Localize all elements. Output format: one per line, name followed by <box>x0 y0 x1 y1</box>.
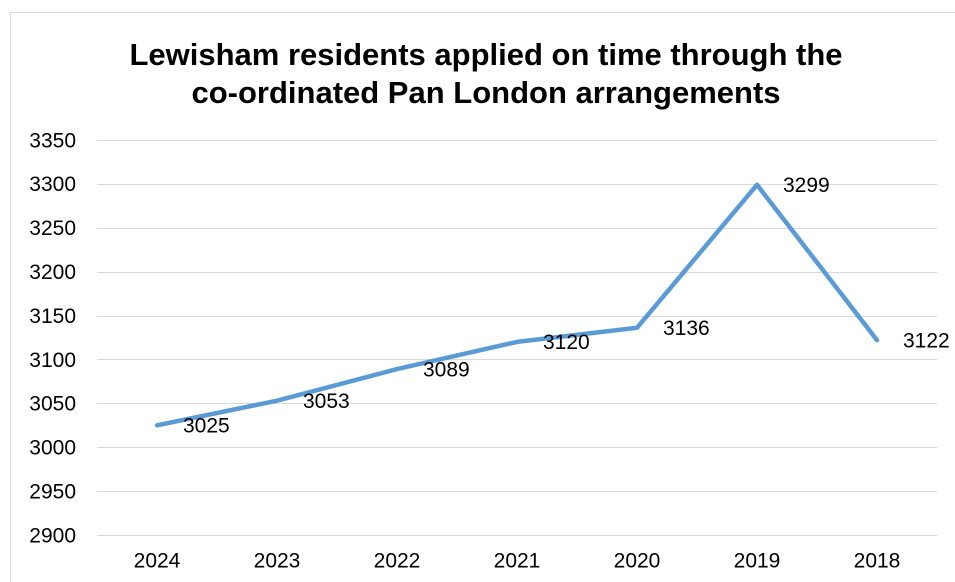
y-tick-label: 3150 <box>29 305 76 328</box>
data-label: 3120 <box>543 331 590 354</box>
series-line <box>154 182 880 428</box>
x-tick-label: 2024 <box>134 549 181 572</box>
x-tick-label: 2020 <box>614 549 661 572</box>
data-label: 3053 <box>303 390 350 413</box>
y-axis: 2900 2950 3000 3050 3100 3150 3200 3250 3300 3350 <box>29 129 76 547</box>
y-tick-label: 2900 <box>29 524 76 547</box>
data-labels: 3025 3053 3089 3120 3136 3299 3122 <box>183 174 950 438</box>
y-tick-label: 3300 <box>29 173 76 196</box>
y-tick-label: 3050 <box>29 393 76 416</box>
data-label: 3122 <box>903 329 950 352</box>
x-tick-label: 2019 <box>734 549 781 572</box>
chart-border <box>10 12 955 582</box>
y-tick-label: 3100 <box>29 349 76 372</box>
gridlines <box>97 140 937 536</box>
x-tick-label: 2022 <box>374 549 421 572</box>
data-label: 3025 <box>183 415 230 438</box>
y-tick-label: 3000 <box>29 437 76 460</box>
x-tick-label: 2023 <box>254 549 301 572</box>
series <box>154 182 880 428</box>
data-label: 3136 <box>663 317 710 340</box>
data-label: 3089 <box>423 358 470 381</box>
chart-title: Lewisham residents applied on time throu… <box>129 37 843 110</box>
y-tick-label: 2950 <box>29 480 76 503</box>
y-tick-label: 3250 <box>29 217 76 240</box>
x-tick-label: 2018 <box>854 549 901 572</box>
y-tick-label: 3200 <box>29 261 76 284</box>
x-tick-label: 2021 <box>494 549 541 572</box>
x-axis: 2024 2023 2022 2021 2020 2019 2018 <box>134 549 901 572</box>
data-label: 3299 <box>783 174 830 197</box>
y-tick-label: 3350 <box>29 129 76 152</box>
